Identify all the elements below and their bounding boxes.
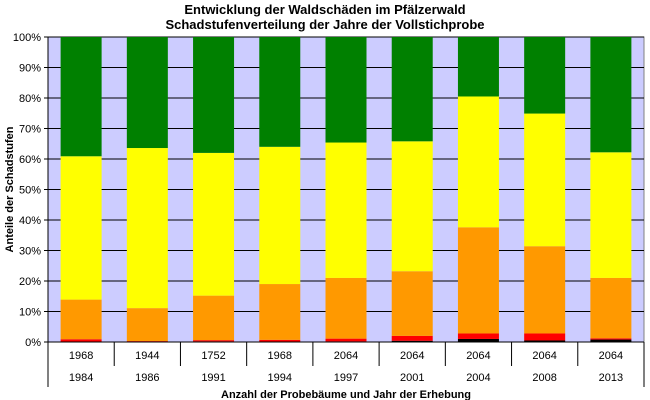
y-tick-label: 60% <box>19 154 41 166</box>
y-tick-label: 50% <box>19 185 41 197</box>
bar-1991-segment-2 <box>193 295 235 341</box>
y-axis-label: Anteile der Schadstufen <box>4 126 16 252</box>
bar-1984-segment-4 <box>60 37 102 157</box>
chart-title: Entwicklung der Waldschäden im Pfälzerwa… <box>184 2 466 17</box>
bar-1984-segment-2 <box>60 299 102 340</box>
x-sample-count-label: 2064 <box>532 350 556 362</box>
bar-1991-segment-1 <box>193 340 235 342</box>
bar-1984-segment-1 <box>60 339 102 342</box>
y-tick-label: 90% <box>19 63 41 75</box>
bar-1994-segment-4 <box>259 37 301 147</box>
x-year-label: 1997 <box>334 372 358 384</box>
bar-2008-segment-0 <box>524 340 566 342</box>
bar-2013-segment-3 <box>590 152 632 278</box>
bar-2008-segment-1 <box>524 333 566 341</box>
x-sample-count-label: 2064 <box>334 350 358 362</box>
bar-1991-segment-3 <box>193 152 235 296</box>
y-tick-label: 30% <box>19 246 41 258</box>
x-year-label: 2013 <box>599 372 623 384</box>
bar-1994-segment-2 <box>259 284 301 340</box>
bar-2008-segment-2 <box>524 246 566 334</box>
y-tick-label: 100% <box>13 32 41 44</box>
x-year-label: 1994 <box>268 372 292 384</box>
bar-2001-segment-4 <box>391 37 433 142</box>
bar-1997-segment-4 <box>325 37 367 143</box>
bar-2001-segment-0 <box>391 340 433 342</box>
bar-2004-segment-0 <box>457 338 499 342</box>
bar-2004-segment-2 <box>457 227 499 334</box>
x-year-label: 1991 <box>201 372 225 384</box>
y-tick-label: 40% <box>19 215 41 227</box>
bar-1991-segment-4 <box>193 37 235 153</box>
bar-2013-segment-4 <box>590 37 632 153</box>
bar-1986-segment-2 <box>126 308 168 342</box>
bar-2001-segment-1 <box>391 335 433 341</box>
x-year-label: 2004 <box>466 372 490 384</box>
chart-subtitle: Schadstufenverteilung der Jahre der Voll… <box>165 17 485 32</box>
y-tick-label: 80% <box>19 93 41 105</box>
bar-1997-segment-3 <box>325 142 367 278</box>
bar-2013-segment-1 <box>590 338 632 340</box>
bar-2004-segment-4 <box>457 37 499 97</box>
bar-1986-segment-1 <box>126 341 168 342</box>
y-tick-label: 20% <box>19 276 41 288</box>
x-sample-count-label: 1968 <box>268 350 292 362</box>
x-year-label: 2008 <box>532 372 556 384</box>
bar-2013-segment-0 <box>590 339 632 342</box>
bar-2004-segment-1 <box>457 333 499 339</box>
bar-1986-segment-3 <box>126 148 168 309</box>
bar-1997-segment-2 <box>325 277 367 339</box>
bar-2001-segment-3 <box>391 141 433 272</box>
y-tick-label: 0% <box>25 337 41 349</box>
bar-2004-segment-3 <box>457 96 499 228</box>
y-tick-label: 10% <box>19 307 41 319</box>
bar-1994-segment-1 <box>259 339 301 342</box>
x-year-label: 2001 <box>400 372 424 384</box>
bar-1994-segment-3 <box>259 146 301 285</box>
x-sample-count-label: 1752 <box>201 350 225 362</box>
bar-2008-segment-4 <box>524 37 566 114</box>
bar-2008-segment-3 <box>524 113 566 247</box>
bar-2013-segment-2 <box>590 277 632 339</box>
x-sample-count-label: 1968 <box>69 350 93 362</box>
x-sample-count-label: 1944 <box>135 350 159 362</box>
x-axis-label: Anzahl der Probebäume und Jahr der Erheb… <box>221 389 471 400</box>
bar-1997-segment-1 <box>325 338 367 342</box>
x-sample-count-label: 2064 <box>466 350 490 362</box>
bar-2001-segment-2 <box>391 271 433 336</box>
x-sample-count-label: 2064 <box>400 350 424 362</box>
x-sample-count-label: 2064 <box>599 350 623 362</box>
x-year-label: 1986 <box>135 372 159 384</box>
bar-1984-segment-3 <box>60 156 102 300</box>
y-tick-label: 70% <box>19 124 41 136</box>
bar-1986-segment-4 <box>126 37 168 149</box>
x-year-label: 1984 <box>69 372 93 384</box>
